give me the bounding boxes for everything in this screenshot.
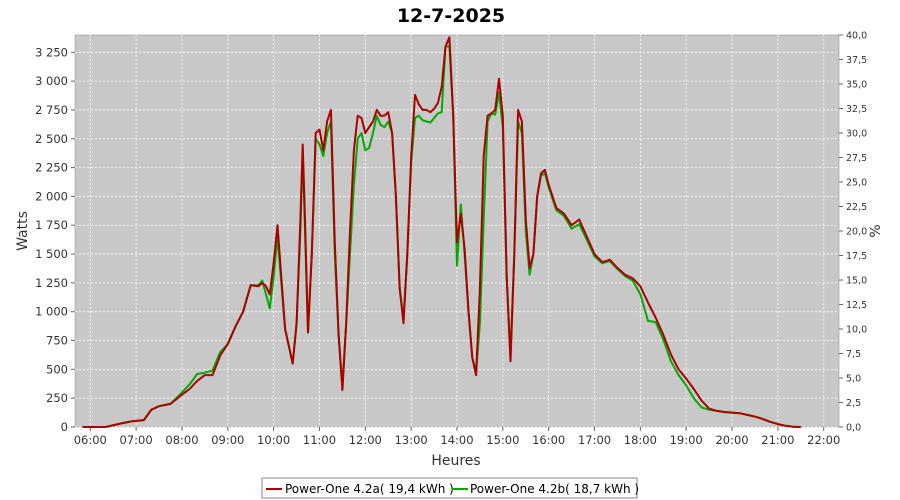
x-tick-label: 06:00 — [74, 433, 107, 447]
y-tick-label: 0 — [61, 420, 68, 434]
y-right-tick-label: 35,0 — [846, 80, 867, 91]
y-right-tick-label: 37,5 — [846, 55, 867, 66]
x-tick-label: 15:00 — [486, 433, 519, 447]
y-right-tick-label: 40,0 — [846, 31, 867, 42]
x-tick-label: 11:00 — [303, 433, 336, 447]
y-axis-right-label: % — [868, 224, 884, 237]
x-tick-label: 22:00 — [807, 433, 840, 447]
y-axis-label: Watts — [15, 211, 31, 251]
x-tick-label: 09:00 — [211, 433, 244, 447]
legend-label-a: Power-One 4.2a( 19,4 kWh ) — [285, 482, 454, 496]
legend-label-b: Power-One 4.2b( 18,7 kWh ) — [470, 482, 639, 496]
y-right-tick-label: 25,0 — [846, 178, 867, 189]
y-right-tick-label: 2,5 — [846, 398, 861, 409]
y-right-tick-label: 5,0 — [846, 374, 861, 385]
y-tick-label: 2 500 — [35, 132, 68, 146]
x-tick-label: 13:00 — [395, 433, 428, 447]
y-tick-label: 3 000 — [35, 74, 68, 88]
y-tick-label: 500 — [46, 362, 68, 376]
legend-box — [261, 477, 638, 499]
x-tick-label: 17:00 — [578, 433, 611, 447]
y-right-tick-label: 10,0 — [846, 325, 867, 336]
y-tick-label: 3 250 — [35, 45, 68, 59]
y-tick-label: 1 500 — [35, 247, 68, 261]
y-tick-label: 2 250 — [35, 161, 68, 175]
y-tick-label: 250 — [46, 391, 68, 405]
y-right-tick-label: 20,0 — [846, 227, 867, 238]
y-right-tick-label: 12,5 — [846, 300, 867, 311]
x-tick-label: 18:00 — [624, 433, 657, 447]
series-line-a — [82, 36, 801, 428]
x-tick-label: 16:00 — [532, 433, 565, 447]
y-tick-label: 2 000 — [35, 189, 68, 203]
grid — [75, 35, 839, 428]
x-tick-label: 10:00 — [257, 433, 290, 447]
y-right-tick-label: 0,0 — [846, 423, 861, 434]
legend: Power-One 4.2a( 19,4 kWh ) Power-One 4.2… — [261, 477, 639, 499]
x-axis: 06:00 07:00 08:00 09:00 10:00 11:00 12:00 13:00… — [74, 427, 840, 447]
y-axis-left: 0 250 500 750 1 000 1 250 1 500 1 750 2 000 2 250… — [35, 45, 75, 434]
y-right-tick-label: 22,5 — [846, 202, 867, 213]
y-tick-label: 1 250 — [35, 276, 68, 290]
x-tick-label: 19:00 — [670, 433, 703, 447]
y-right-tick-label: 27,5 — [846, 153, 867, 164]
y-tick-label: 750 — [46, 334, 68, 348]
y-tick-label: 1 750 — [35, 218, 68, 232]
y-tick-label: 1 000 — [35, 305, 68, 319]
y-right-tick-label: 17,5 — [846, 251, 867, 262]
y-right-tick-label: 7,5 — [846, 349, 861, 360]
y-right-tick-label: 32,5 — [846, 104, 867, 115]
x-tick-label: 20:00 — [715, 433, 748, 447]
y-tick-label: 2 750 — [35, 103, 68, 117]
x-tick-label: 12:00 — [349, 433, 382, 447]
series-line-b — [82, 45, 801, 428]
x-tick-label: 08:00 — [165, 433, 198, 447]
x-axis-label: Heures — [431, 453, 480, 469]
series-group — [82, 36, 801, 428]
x-tick-label: 07:00 — [120, 433, 153, 447]
x-tick-label: 14:00 — [440, 433, 473, 447]
x-tick-label: 21:00 — [761, 433, 794, 447]
y-right-tick-label: 15,0 — [846, 276, 867, 287]
y-axis-right: 0,0 2,5 5,0 7,5 10,0 12,5 15,0 17,5 20,0 22,5 25,0… — [839, 31, 867, 434]
y-right-tick-label: 30,0 — [846, 129, 867, 140]
chart-title: 12-7-2025 — [397, 5, 505, 27]
